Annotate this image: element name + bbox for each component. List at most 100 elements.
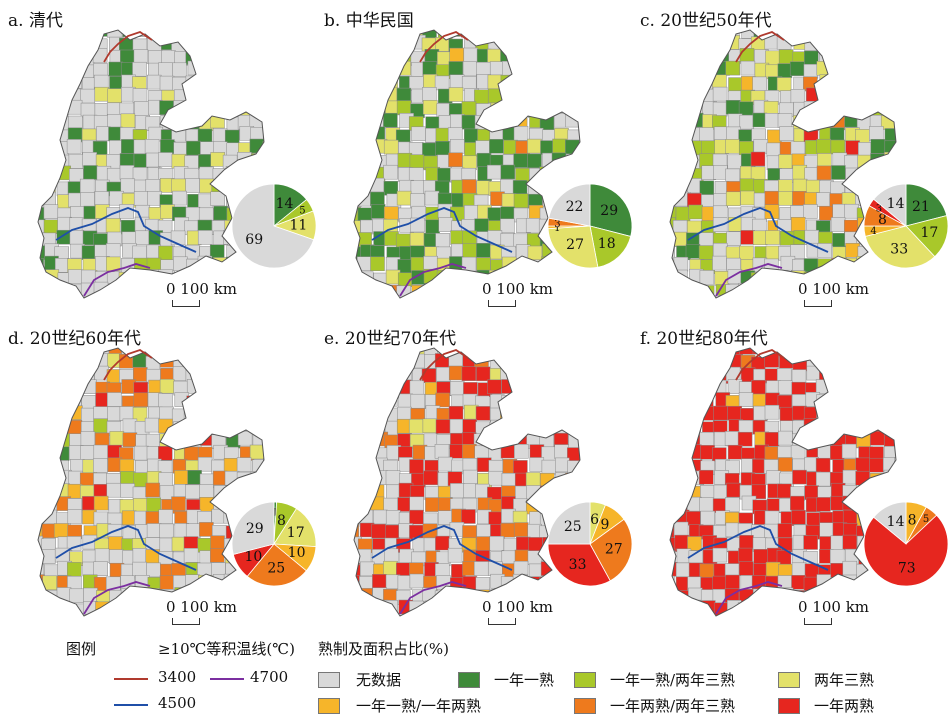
county-cell <box>371 418 386 434</box>
county-cell <box>224 394 239 410</box>
county-cell <box>360 471 375 486</box>
isotherm-4700-line <box>715 263 783 297</box>
county-cell <box>383 600 398 615</box>
county-cell <box>555 90 570 106</box>
county-cell <box>249 87 264 103</box>
county-cell <box>436 614 451 616</box>
county-cell <box>527 138 542 154</box>
county-cell <box>262 126 264 142</box>
county-cell <box>527 617 541 631</box>
county-cell <box>884 128 896 143</box>
county-cell <box>82 152 97 167</box>
area-share-pie: 21 17 33 483 14 <box>863 183 948 269</box>
county-cell <box>725 60 740 76</box>
county-cell <box>43 394 59 409</box>
county-cell <box>699 431 715 447</box>
county-cell <box>670 561 678 577</box>
county-cell <box>261 36 264 51</box>
county-cell <box>409 380 425 396</box>
county-cell <box>581 297 595 311</box>
county-cell <box>512 573 528 589</box>
isotherm-4500-line <box>687 525 829 571</box>
county-cell <box>250 61 264 77</box>
county-cell <box>372 74 387 90</box>
county-cell <box>122 432 138 447</box>
pie-slice-c1 <box>231 183 315 269</box>
county-cell <box>765 50 780 66</box>
county-cell <box>541 61 556 77</box>
county-cell <box>739 114 755 130</box>
county-cell <box>69 230 85 245</box>
county-cell <box>237 282 252 298</box>
county-cell <box>119 204 134 219</box>
county-cell <box>38 392 46 408</box>
county-cell <box>674 443 690 459</box>
county-cell <box>502 101 517 116</box>
county-cell <box>56 603 72 616</box>
county-cell <box>674 113 689 129</box>
county-cell <box>448 61 464 76</box>
county-cell <box>764 297 779 298</box>
county-cell <box>67 420 83 435</box>
county-cell <box>43 204 59 219</box>
county-cell <box>262 295 264 298</box>
county-cell <box>185 574 200 589</box>
category-label-three-in-two: 两年三熟 <box>814 671 875 689</box>
county-cell <box>699 37 714 53</box>
county-cell <box>699 497 714 512</box>
county-cell <box>354 115 361 130</box>
county-cell <box>226 75 241 90</box>
county-cell <box>186 419 202 435</box>
isotherm-4700-line <box>83 581 151 615</box>
county-cell <box>354 180 361 196</box>
isotherm-3400-line <box>419 349 469 381</box>
county-cell <box>752 603 767 616</box>
county-cell <box>528 50 544 66</box>
county-cell <box>107 602 123 616</box>
county-cell <box>132 245 147 261</box>
county-cell <box>133 153 149 169</box>
swatch-three-in-two <box>778 672 800 688</box>
county-cell <box>409 509 424 525</box>
county-cell <box>411 297 426 298</box>
county-cell <box>354 38 359 53</box>
county-cell <box>385 524 400 540</box>
county-cell <box>713 405 728 421</box>
county-cell <box>358 35 373 50</box>
county-cell <box>449 381 465 396</box>
county-cell <box>896 408 910 422</box>
county-cell <box>829 378 845 394</box>
county-cell <box>462 295 477 298</box>
county-cell <box>409 573 425 589</box>
county-cell <box>134 445 149 461</box>
county-cell <box>461 348 477 355</box>
county-cell <box>373 48 389 64</box>
area-share-pie: 8 5 73 14 <box>863 501 948 587</box>
county-cell <box>670 165 678 181</box>
county-cell <box>198 355 214 370</box>
county-cell <box>108 614 124 616</box>
county-cell <box>461 256 477 272</box>
county-cell <box>223 381 238 396</box>
county-cell <box>450 483 465 498</box>
county-cell <box>764 446 780 461</box>
county-cell <box>725 139 740 154</box>
county-cell <box>187 470 202 485</box>
county-cell <box>843 353 858 368</box>
pie-slice-c2 <box>589 183 633 237</box>
county-cell <box>675 206 691 222</box>
pie-value-label: 14 <box>887 514 905 530</box>
county-cell <box>670 153 675 168</box>
swatch-no-data <box>318 672 340 688</box>
county-cell <box>777 63 793 78</box>
county-cell <box>500 348 516 358</box>
county-cell <box>767 129 782 145</box>
county-cell <box>844 155 859 170</box>
county-cell <box>461 179 477 194</box>
pie-value-label: 29 <box>600 203 618 219</box>
county-cell <box>108 61 124 77</box>
isotherm-4700-label: 4700 <box>250 668 289 686</box>
region-outline <box>37 347 265 617</box>
pie-slice-c1 <box>231 501 275 555</box>
county-cell <box>565 407 580 422</box>
